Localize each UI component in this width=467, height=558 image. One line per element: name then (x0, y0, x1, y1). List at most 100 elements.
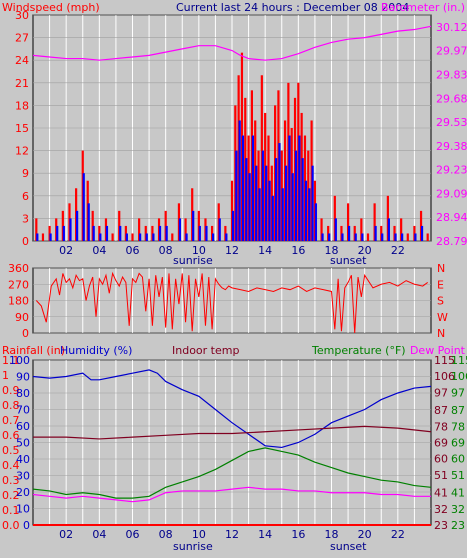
rainfall-y-tick: 0.3 (2, 474, 20, 487)
average-bar (119, 225, 122, 241)
average-bar (394, 233, 397, 241)
average-bar (354, 233, 357, 241)
average-bar (328, 233, 331, 241)
wind-x-tick: 14 (258, 244, 272, 257)
average-bar (301, 158, 304, 241)
average-bar (231, 210, 235, 241)
wind-y-tick: 18 (15, 99, 29, 112)
average-bar (185, 233, 188, 241)
average-bar (258, 188, 261, 241)
windspeed-bar (320, 218, 323, 241)
wind-y-tick: 9 (22, 167, 29, 180)
sunset-marker-top: sunset (330, 254, 367, 267)
wind-x-tick: 18 (325, 244, 339, 257)
direction-compass-tick: W (437, 311, 448, 324)
rainfall-y-tick: 0.7 (2, 414, 20, 427)
windspeed-bar (41, 233, 45, 241)
average-bar (125, 233, 128, 241)
temperature-y-tick: 60 (451, 453, 465, 466)
average-bar (275, 158, 278, 241)
average-bar (265, 165, 268, 241)
average-bar (205, 225, 208, 241)
humidity-series (32, 369, 432, 449)
rainfall-y-tick: 1 (2, 369, 9, 382)
sunrise-marker-bottom: sunrise (173, 540, 213, 553)
windspeed-bar (400, 218, 403, 241)
temp-x-tick: 04 (92, 528, 106, 541)
wind-x-tick: 06 (126, 244, 140, 257)
temperature-y-tick: 41 (451, 487, 465, 500)
temp-x-tick: 14 (258, 528, 272, 541)
humidity-y-tick: 40 (16, 453, 30, 466)
average-bar (251, 135, 254, 241)
rainfall-y-tick: 0.6 (2, 429, 20, 442)
temp-x-tick: 08 (159, 528, 173, 541)
average-bar (69, 218, 72, 241)
average-bar (139, 233, 142, 241)
indoor-y-tick: 78 (434, 420, 448, 433)
windspeed-bar (131, 233, 134, 241)
average-bar (92, 225, 95, 241)
average-bar (87, 203, 90, 241)
indoor-y-tick: 51 (434, 469, 448, 482)
average-bar (414, 233, 417, 241)
chart-title: Current last 24 hours : December 08 2004 (176, 1, 409, 14)
barometer-y-tick: 29.83 (436, 68, 467, 81)
indoor-y-tick: 97 (434, 386, 448, 399)
wind-x-tick: 10 (192, 244, 206, 257)
average-bar (212, 233, 215, 241)
rainfall-y-tick: 0.8 (2, 399, 20, 412)
windspeed-bar (346, 203, 350, 241)
average-bar (278, 143, 281, 241)
windspeed-bar (366, 233, 370, 241)
average-bar (198, 225, 201, 241)
barometer-y-tick: 30.12 (436, 21, 467, 34)
humidity-y-tick: 80 (16, 387, 30, 400)
humidity-y-tick: 50 (16, 437, 30, 450)
temp-x-tick: 20 (358, 528, 372, 541)
direction-y-tick: 180 (8, 295, 29, 308)
temp-x-tick: 10 (192, 528, 206, 541)
wind-y-tick: 21 (15, 77, 29, 90)
wind-y-tick: 3 (22, 212, 29, 225)
average-bar (341, 233, 344, 241)
rainfall-y-tick: 1.1 (2, 354, 20, 367)
direction-y-tick: 360 (8, 262, 29, 275)
average-bar (245, 158, 248, 241)
barometer-y-tick: 29.68 (436, 92, 467, 105)
average-bar (298, 135, 301, 241)
average-bar (56, 225, 59, 241)
wind-x-tick: 22 (391, 244, 405, 257)
direction-y-tick: 270 (8, 278, 29, 291)
humidity-label: Humidity (%) (60, 344, 132, 357)
average-bar (158, 225, 162, 241)
humidity-y-tick: 30 (16, 470, 30, 483)
average-bar (420, 225, 424, 241)
average-bar (238, 120, 241, 241)
average-bar (347, 225, 351, 241)
temp-x-tick: 18 (325, 528, 339, 541)
barometer-y-tick: 29.23 (436, 164, 467, 177)
average-bar (76, 210, 79, 241)
barometer-y-tick: 29.97 (436, 45, 467, 58)
temperature-series (32, 447, 432, 499)
wind-y-tick: 0 (22, 235, 29, 248)
average-bar (361, 233, 364, 241)
humidity-y-tick: 0 (23, 519, 30, 532)
average-bar (218, 218, 221, 241)
direction-y-tick: 0 (22, 327, 29, 340)
indoor-y-tick: 69 (434, 437, 448, 450)
barometer-y-tick: 29.09 (436, 187, 467, 200)
indoor-y-tick: 41 (434, 487, 448, 500)
average-bar (401, 233, 404, 241)
average-bar (291, 173, 294, 241)
wind-y-tick: 12 (15, 145, 29, 158)
average-bar (105, 225, 109, 241)
rainfall-y-tick: 0.9 (2, 384, 20, 397)
humidity-y-tick: 10 (16, 503, 30, 516)
temperature-y-tick: 115 (451, 354, 467, 367)
average-bar (374, 225, 377, 241)
windspeed-bar (35, 218, 38, 241)
